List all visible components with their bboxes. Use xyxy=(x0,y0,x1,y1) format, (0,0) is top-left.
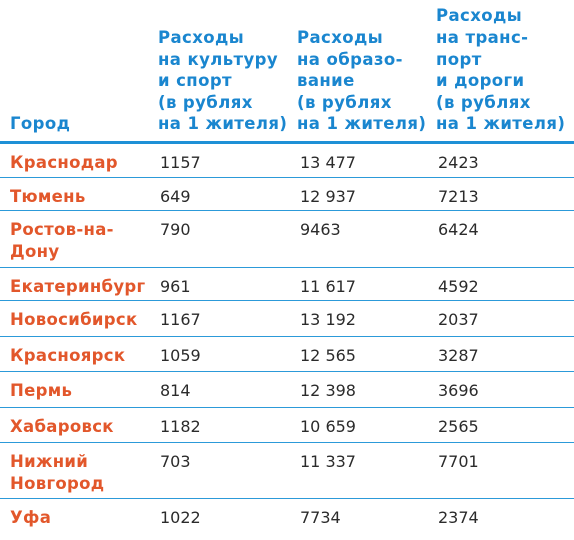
culture-value: 1059 xyxy=(160,346,201,365)
city-name: Краснодар xyxy=(10,153,118,172)
culture-value: 790 xyxy=(160,220,191,239)
city-name: Нижний Новгород xyxy=(10,452,105,493)
transport-value: 2037 xyxy=(438,310,479,329)
city-name: Уфа xyxy=(10,508,52,527)
table-row: Хабаровск 1182 10 659 2565 xyxy=(0,408,574,443)
table-row: Пермь 814 12 398 3696 xyxy=(0,372,574,408)
header-transport-roads: Расходы на транс- порт и дороги (в рубля… xyxy=(436,6,566,134)
transport-value: 2565 xyxy=(438,417,479,436)
culture-value: 814 xyxy=(160,381,191,400)
table-row: Тюмень 649 12 937 7213 xyxy=(0,178,574,211)
culture-value: 961 xyxy=(160,277,191,296)
transport-value: 7701 xyxy=(438,452,479,471)
transport-value: 3287 xyxy=(438,346,479,365)
header-culture-sport: Расходы на культуру и спорт (в рублях на… xyxy=(158,28,288,134)
education-value: 11 617 xyxy=(300,277,356,296)
city-name: Ростов-на- Дону xyxy=(10,220,114,261)
table-row: Уфа 1022 7734 2374 xyxy=(0,499,574,537)
table-row: Красноярск 1059 12 565 3287 xyxy=(0,337,574,372)
culture-value: 649 xyxy=(160,187,191,206)
city-name: Пермь xyxy=(10,381,73,400)
header-education: Расходы на образо- вание (в рублях на 1 … xyxy=(297,28,427,134)
transport-value: 7213 xyxy=(438,187,479,206)
header-city: Город xyxy=(10,114,71,134)
education-value: 7734 xyxy=(300,508,341,527)
education-value: 11 337 xyxy=(300,452,356,471)
culture-value: 1157 xyxy=(160,153,201,172)
transport-value: 6424 xyxy=(438,220,479,239)
education-value: 10 659 xyxy=(300,417,356,436)
city-name: Красноярск xyxy=(10,346,126,365)
culture-value: 1167 xyxy=(160,310,201,329)
table-row: Екатеринбург 961 11 617 4592 xyxy=(0,268,574,301)
city-name: Екатеринбург xyxy=(10,277,146,296)
city-name: Новосибирск xyxy=(10,310,138,329)
table-row: Новосибирск 1167 13 192 2037 xyxy=(0,301,574,337)
table-header: Город Расходы на культуру и спорт (в руб… xyxy=(0,0,574,144)
culture-value: 1182 xyxy=(160,417,201,436)
transport-value: 2374 xyxy=(438,508,479,527)
city-name: Хабаровск xyxy=(10,417,114,436)
education-value: 13 192 xyxy=(300,310,356,329)
education-value: 12 937 xyxy=(300,187,356,206)
education-value: 9463 xyxy=(300,220,341,239)
education-value: 12 398 xyxy=(300,381,356,400)
city-name: Тюмень xyxy=(10,187,86,206)
transport-value: 2423 xyxy=(438,153,479,172)
table-row: Краснодар 1157 13 477 2423 xyxy=(0,144,574,178)
education-value: 13 477 xyxy=(300,153,356,172)
education-value: 12 565 xyxy=(300,346,356,365)
table-row: Нижний Новгород 703 11 337 7701 xyxy=(0,443,574,499)
culture-value: 703 xyxy=(160,452,191,471)
transport-value: 3696 xyxy=(438,381,479,400)
culture-value: 1022 xyxy=(160,508,201,527)
transport-value: 4592 xyxy=(438,277,479,296)
table-row: Ростов-на- Дону 790 9463 6424 xyxy=(0,211,574,268)
